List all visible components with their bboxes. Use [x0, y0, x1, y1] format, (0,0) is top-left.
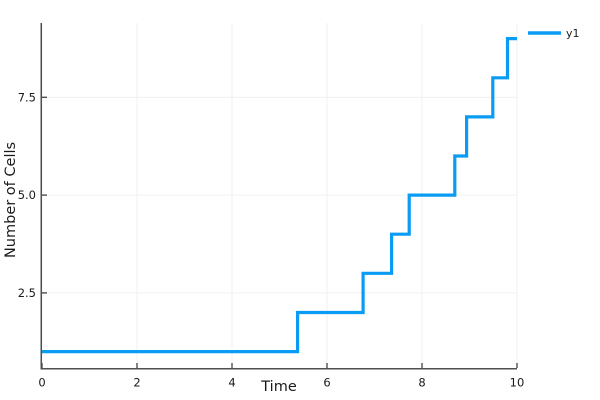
- tick-labels: 0 2 4 6 8 10 2.5 5.0 7.5: [18, 90, 525, 389]
- x-tick-label: 4: [228, 375, 235, 389]
- legend-label: y1: [566, 27, 580, 40]
- y-axis-label: Number of Cells: [3, 142, 19, 258]
- x-tick-label: 0: [38, 375, 45, 389]
- y-tick-label: 7.5: [18, 90, 36, 104]
- y-tick-label: 5.0: [18, 188, 36, 202]
- y-tick-label: 2.5: [18, 286, 36, 300]
- x-axis-label: Time: [260, 379, 297, 395]
- x-tick-label: 10: [510, 375, 525, 389]
- x-tick-label: 6: [323, 375, 330, 389]
- tick-marks: [41, 96, 518, 368]
- series-lines: [42, 37, 517, 354]
- x-tick-label: 8: [418, 375, 425, 389]
- axes: [40, 23, 517, 370]
- legend: y1: [528, 27, 580, 40]
- x-tick-label: 2: [133, 375, 140, 389]
- series-line-y1: [42, 37, 517, 354]
